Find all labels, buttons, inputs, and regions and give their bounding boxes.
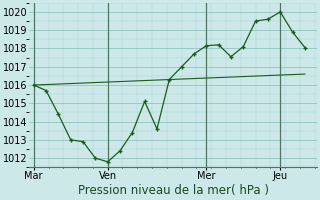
- X-axis label: Pression niveau de la mer( hPa ): Pression niveau de la mer( hPa ): [77, 184, 268, 197]
